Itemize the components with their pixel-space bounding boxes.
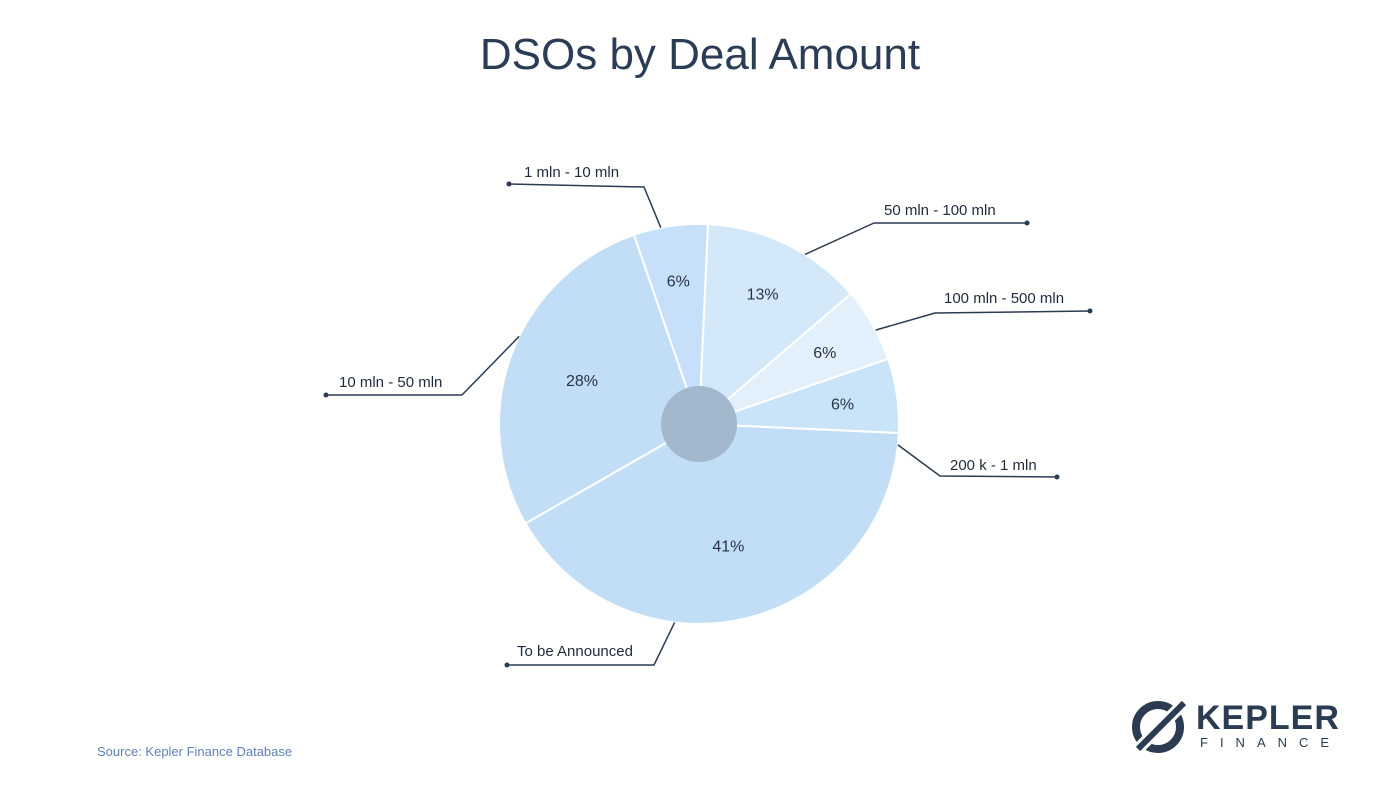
category-label: 200 k - 1 mln: [950, 457, 1037, 474]
slice-value-label: 13%: [747, 287, 779, 304]
chart-title: DSOs by Deal Amount: [479, 30, 921, 79]
callout-dot: [1054, 474, 1060, 480]
category-label: 50 mln - 100 mln: [884, 202, 996, 219]
callout-line: [804, 222, 1027, 256]
pie-slice: [697, 223, 853, 427]
slice-value-label: 6%: [813, 345, 836, 362]
category-label: 10 mln - 50 mln: [339, 374, 442, 391]
pie-center: [661, 386, 737, 462]
callout-line: [897, 444, 1058, 478]
category-label: 100 mln - 500 mln: [944, 290, 1064, 307]
slice-value-label: 41%: [712, 539, 744, 556]
callout-dot: [504, 662, 510, 668]
category-label: 1 mln - 10 mln: [524, 164, 619, 181]
callout-dot: [1087, 308, 1093, 314]
source-note: Source: Kepler Finance Database: [97, 744, 293, 759]
slice-value-label: 6%: [667, 274, 690, 291]
pie-slices: [498, 223, 900, 625]
slice-value-label: 6%: [831, 396, 854, 413]
logo-sub: FINANCE: [1200, 735, 1342, 750]
pie-slice: [498, 233, 701, 525]
category-label: To be Announced: [517, 643, 633, 660]
kepler-logo: KEPLER FINANCE: [1130, 695, 1342, 756]
callout-dot: [1024, 220, 1030, 226]
callout-line: [507, 622, 676, 666]
logo-word: KEPLER: [1196, 699, 1340, 737]
callouts: 1 mln - 10 mln 50 mln - 100 mln 100 mln - …: [323, 164, 1093, 668]
callout-dot: [506, 181, 512, 187]
callout-dot: [323, 392, 329, 398]
callout-line: [875, 310, 1091, 331]
pie-slice: [524, 422, 900, 625]
callout-line: [508, 183, 662, 228]
value-labels: 6% 13% 6% 6% 41% 28%: [566, 274, 854, 556]
callout-line: [326, 335, 520, 396]
slice-value-label: 28%: [566, 373, 598, 390]
logo-mark-icon: [1131, 696, 1191, 756]
